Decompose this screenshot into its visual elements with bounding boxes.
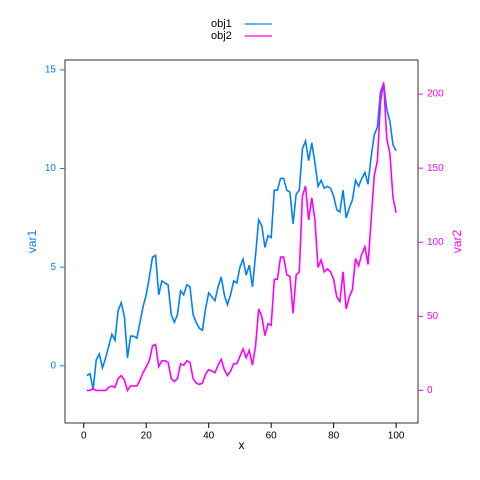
x-tick-label: 60 <box>266 431 278 442</box>
y2-axis-label: var2 <box>450 230 464 254</box>
y-tick-label: 0 <box>50 360 56 371</box>
y-tick-label: 10 <box>45 163 57 174</box>
series-line <box>86 82 397 393</box>
panel <box>64 59 419 424</box>
x-tick-label: 40 <box>203 431 215 442</box>
x-tick-label: 0 <box>81 431 87 442</box>
y-tick-label: 15 <box>45 65 57 76</box>
y-axis-label: var1 <box>25 230 39 254</box>
y-tick-label: 5 <box>50 262 56 273</box>
y2-tick-label: 200 <box>427 89 444 100</box>
legend-label: obj2 <box>211 30 232 42</box>
x-axis-label: x <box>239 438 245 452</box>
y2-tick-label: 50 <box>427 311 439 322</box>
legend-label: obj1 <box>211 18 232 30</box>
x-tick-label: 20 <box>141 431 153 442</box>
x-tick-label: 80 <box>328 431 340 442</box>
y2-tick-label: 150 <box>427 163 444 174</box>
x-tick-label: 100 <box>388 431 405 442</box>
y2-tick-label: 0 <box>427 385 433 396</box>
y2-tick-label: 100 <box>427 237 444 248</box>
series-line <box>86 83 397 390</box>
